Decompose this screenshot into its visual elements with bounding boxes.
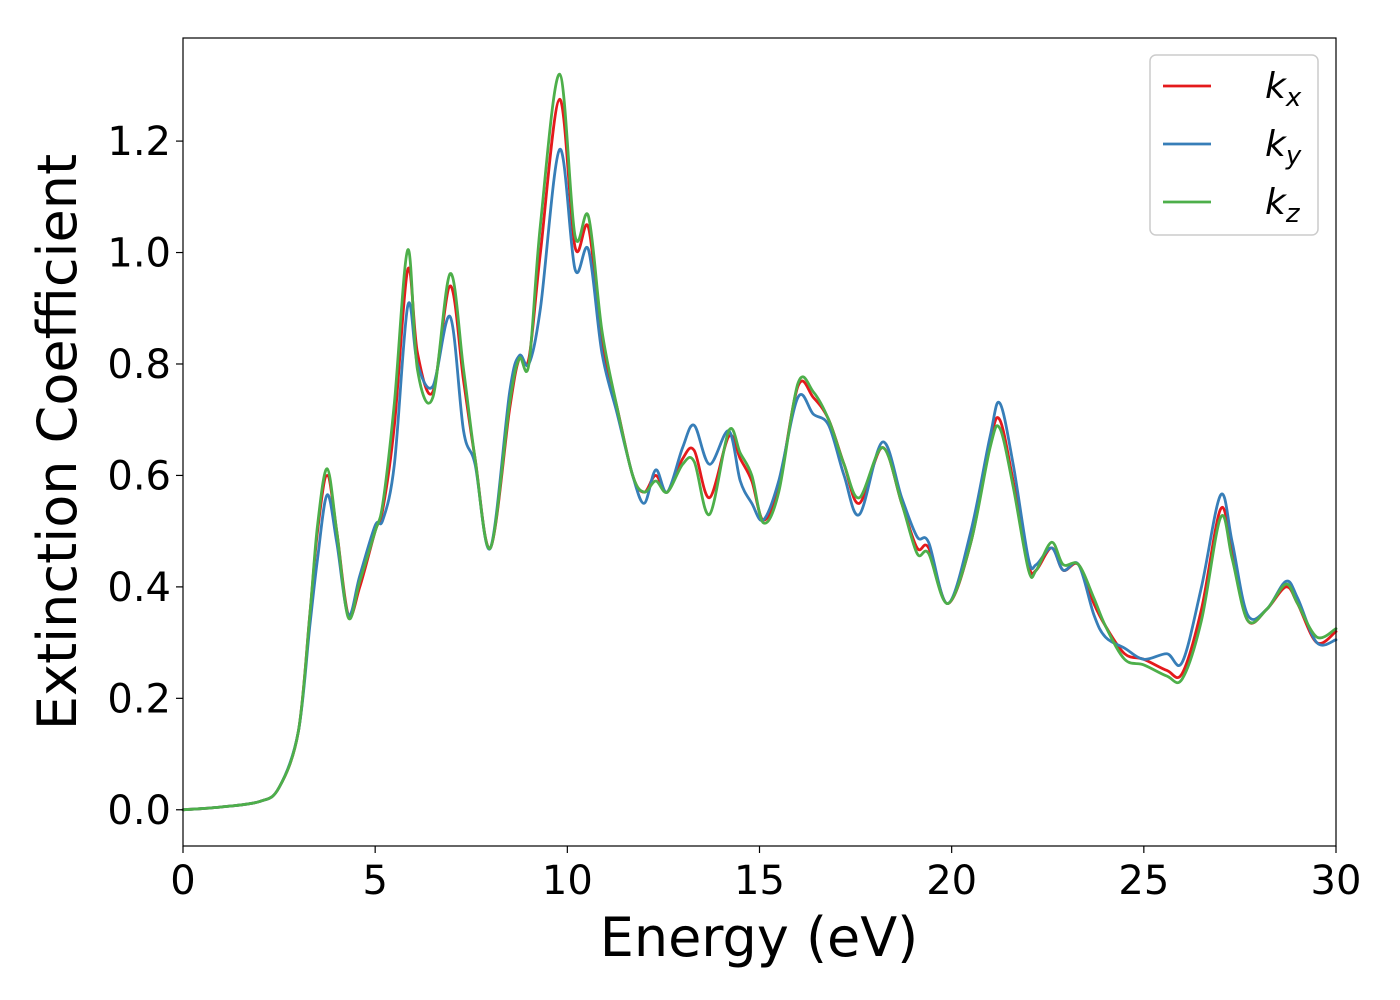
y-tick-label: 0.2 xyxy=(107,676,171,722)
x-tick-label: 10 xyxy=(542,858,593,904)
x-tick-label: 15 xyxy=(734,858,785,904)
x-axis-label: Energy (eV) xyxy=(600,906,919,969)
x-tick-label: 25 xyxy=(1118,858,1169,904)
series-line-ky xyxy=(181,148,1338,812)
legend-label-kx: kx xyxy=(1265,66,1302,113)
x-tick-label: 30 xyxy=(1311,858,1362,904)
y-axis-ticks: 0.0 0.2 0.4 0.6 0.8 1.0 1.2 xyxy=(107,119,183,834)
y-axis-label: Extinction Coefficient xyxy=(26,154,89,730)
y-tick-label: 0.4 xyxy=(107,565,171,611)
y-tick-label: 1.2 xyxy=(107,119,171,165)
x-tick-label: 0 xyxy=(170,858,195,904)
legend-label-kz: kz xyxy=(1265,182,1301,229)
legend-label-ky: ky xyxy=(1265,124,1302,171)
y-tick-label: 0.0 xyxy=(107,788,171,834)
y-tick-label: 0.8 xyxy=(107,342,171,388)
series-line-kz xyxy=(181,72,1338,812)
legend: kx ky kz xyxy=(1149,54,1319,236)
x-axis-ticks: 0 5 10 15 20 25 30 xyxy=(170,846,1361,904)
x-tick-label: 5 xyxy=(362,858,387,904)
y-tick-label: 0.6 xyxy=(107,453,171,499)
x-tick-label: 20 xyxy=(926,858,977,904)
y-tick-label: 1.0 xyxy=(107,231,171,277)
series-layer xyxy=(181,72,1338,812)
legend-box xyxy=(1149,54,1319,236)
